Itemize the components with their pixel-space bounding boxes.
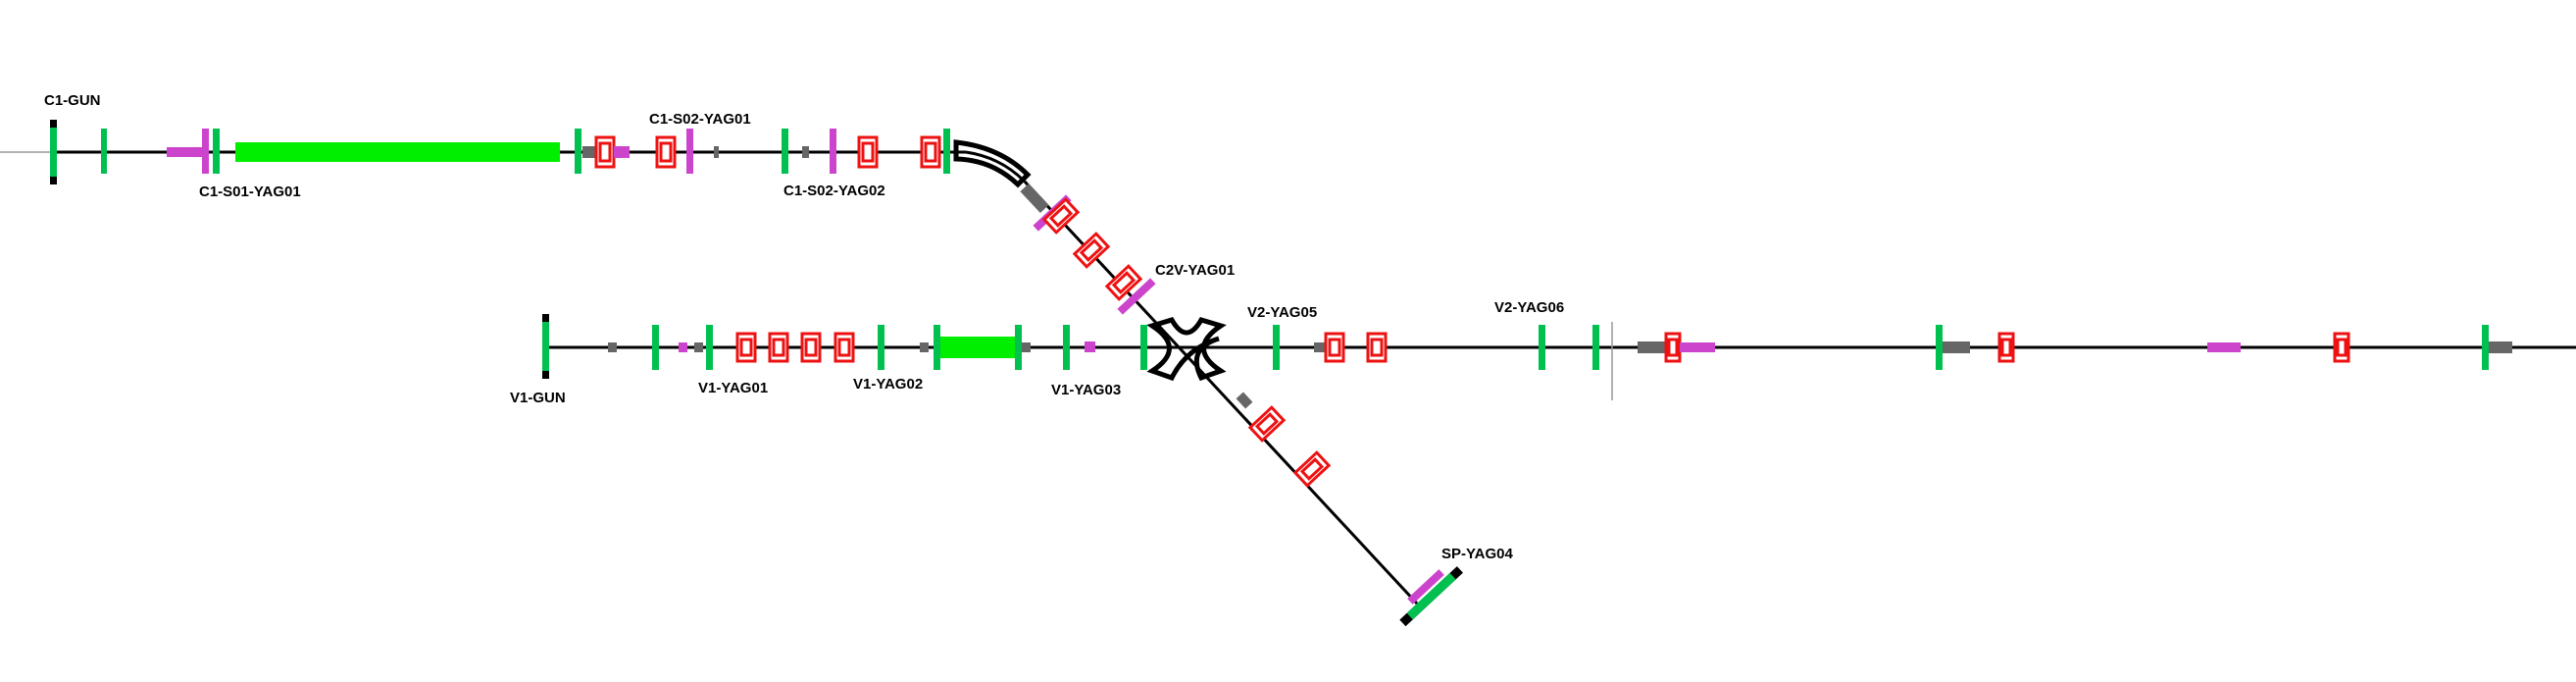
label-v1-yag01: V1-YAG01 — [698, 380, 768, 396]
label-sp-yag04: SP-YAG04 — [1441, 546, 1513, 562]
label-c2v-yag01: C2V-YAG01 — [1155, 262, 1235, 279]
gray-block-icon — [582, 146, 596, 158]
label-c1-s02-yag02: C1-S02-YAG02 — [783, 183, 885, 199]
red-box-icon — [1041, 197, 1081, 235]
green-bar-icon — [2482, 325, 2489, 370]
magenta-screen-icon — [1085, 341, 1095, 352]
v1-accelerator-section — [940, 337, 1016, 358]
c2v-yag01-icon — [1117, 278, 1156, 315]
red-box-icon — [833, 332, 855, 363]
green-bar-icon — [1936, 325, 1943, 370]
green-bar-icon — [943, 129, 950, 174]
c2v-elements — [1020, 183, 1463, 627]
label-c1-s01-yag01: C1-S01-YAG01 — [199, 184, 301, 200]
red-box-icon — [800, 332, 822, 363]
gray-block-icon — [714, 146, 719, 158]
green-bar-icon — [1015, 325, 1022, 370]
label-c1-s02-yag01: C1-S02-YAG01 — [649, 111, 751, 128]
green-bar-icon — [1592, 325, 1599, 370]
c1-s01-yag01-icon — [202, 129, 209, 174]
label-v1-yag02: V1-YAG02 — [853, 376, 923, 393]
magenta-screen-icon — [614, 146, 630, 158]
magenta-screen-icon — [167, 147, 202, 157]
v2-yag06-icon — [1539, 325, 1545, 370]
red-box-icon — [768, 332, 789, 363]
red-box-icon — [1292, 450, 1332, 488]
c1-to-c2v-bend — [965, 150, 1027, 184]
gray-block-icon — [802, 146, 809, 158]
v1-yag01-icon — [706, 325, 713, 370]
red-box-icon — [655, 135, 677, 169]
label-v2-yag06: V2-YAG06 — [1494, 299, 1564, 316]
red-box-icon — [1997, 332, 2015, 363]
gray-block-icon — [1236, 392, 1253, 409]
sp-yag04-icon — [1407, 569, 1444, 604]
c1-s02-yag01-icon — [686, 129, 693, 174]
c1-gun-body-icon — [50, 128, 57, 177]
magenta-screen-icon — [679, 342, 687, 352]
red-box-icon — [1366, 332, 1388, 363]
green-bar-icon — [101, 129, 107, 174]
dipole-magnet-icon — [953, 139, 1032, 188]
red-box-icon — [920, 135, 941, 169]
green-bar-icon — [213, 129, 220, 174]
red-box-icon — [857, 135, 879, 169]
gray-block-icon — [608, 342, 617, 352]
gray-block-icon — [1020, 183, 1049, 214]
labels: C1-GUN C1-S01-YAG01 C1-S02-YAG01 C1-S02-… — [44, 92, 1564, 562]
c1-elements — [50, 120, 1032, 188]
label-v1-gun: V1-GUN — [510, 390, 566, 406]
green-bar-icon — [782, 129, 788, 174]
gray-block-icon — [920, 342, 929, 352]
red-box-icon — [1324, 332, 1345, 363]
v2-yag05-icon — [1273, 325, 1280, 370]
v1-elements — [542, 314, 2512, 379]
magenta-screen-icon — [1680, 342, 1715, 352]
label-v1-yag03: V1-YAG03 — [1051, 382, 1121, 398]
gray-block-icon — [1314, 342, 1325, 352]
label-c1-gun: C1-GUN — [44, 92, 101, 109]
v1-yag03-icon — [1063, 325, 1070, 370]
gray-block-icon — [694, 342, 703, 352]
red-box-icon — [2333, 332, 2350, 363]
red-box-icon — [1104, 264, 1143, 301]
gray-block-icon — [1022, 342, 1031, 352]
c1-s02-yag02-icon — [830, 129, 836, 174]
magenta-screen-icon — [2207, 342, 2241, 352]
gray-block-icon — [2489, 341, 2512, 353]
green-bar-icon — [652, 325, 659, 370]
dipole-magnet-icon — [1146, 317, 1227, 382]
gun-endcap-icon — [1399, 566, 1463, 627]
v1-gun-body-icon — [542, 322, 549, 371]
red-box-icon — [594, 135, 616, 169]
gray-block-icon — [1943, 341, 1970, 353]
red-box-icon — [1664, 332, 1682, 363]
red-box-icon — [1247, 405, 1287, 443]
gray-block-icon — [1638, 341, 1669, 353]
green-bar-icon — [934, 325, 940, 370]
red-box-icon — [735, 332, 757, 363]
beamlines — [0, 150, 2576, 605]
c1-accelerator-section — [235, 142, 560, 162]
label-v2-yag05: V2-YAG05 — [1247, 304, 1317, 321]
green-bar-icon — [1140, 325, 1147, 370]
green-bar-icon — [575, 129, 581, 174]
red-box-icon — [1072, 232, 1111, 269]
v1-yag02-icon — [878, 325, 884, 370]
